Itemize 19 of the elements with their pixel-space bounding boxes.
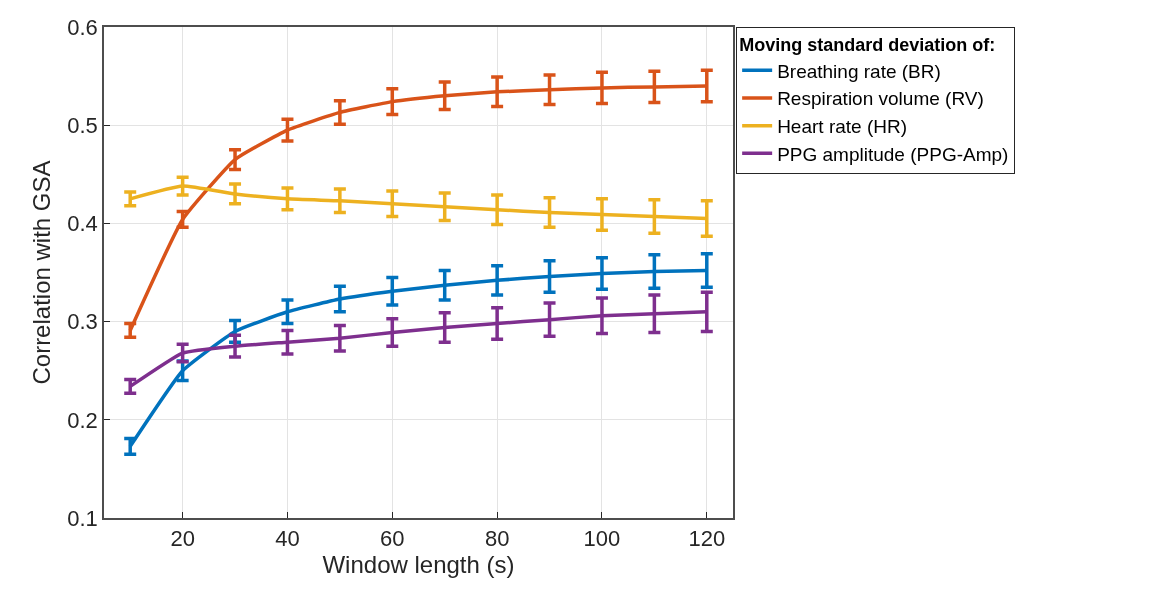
y-tick-label: 0.1 [67,505,98,531]
legend-label: PPG amplitude (PPG-Amp) [777,143,1009,165]
y-tick-label: 0.4 [67,211,98,237]
x-tick-label: 100 [583,526,621,552]
x-tick-label: 20 [170,526,195,552]
y-axis-title: Correlation with GSA [27,160,55,385]
legend-label: Breathing rate (BR) [777,60,941,82]
y-tick-label: 0.5 [67,112,98,138]
x-tick-label: 60 [380,526,405,552]
x-tick-label: 120 [688,526,726,552]
y-tick-label: 0.2 [67,407,98,433]
legend-label: Heart rate (HR) [777,116,907,138]
x-tick-label: 80 [484,526,510,552]
x-axis-title: Window length (s) [322,551,515,579]
y-tick-label: 0.3 [67,309,98,335]
x-tick-label: 40 [275,526,300,552]
legend-title: Moving standard deviation of: [739,35,996,56]
legend-label: Respiration volume (RV) [777,88,984,110]
y-tick-label: 0.6 [67,14,98,40]
